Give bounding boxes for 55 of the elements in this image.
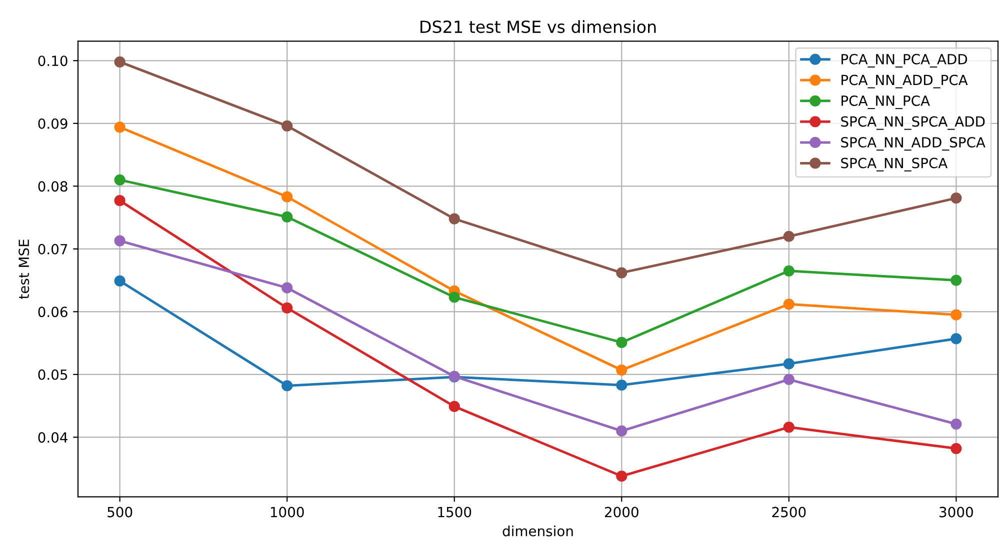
point bbox=[950, 192, 962, 204]
y-tick-label: 0.10 bbox=[38, 56, 68, 66]
x-tick-label: 1000 bbox=[270, 506, 304, 518]
point bbox=[282, 380, 293, 392]
point bbox=[282, 282, 293, 294]
legend-label: SPCA_NN_ADD_SPCA bbox=[841, 137, 986, 151]
point bbox=[282, 120, 293, 132]
point bbox=[783, 358, 794, 370]
point bbox=[616, 336, 628, 348]
x-tick-label: 500 bbox=[108, 506, 132, 518]
point bbox=[783, 298, 794, 310]
y-tick-label: 0.09 bbox=[38, 118, 68, 129]
point bbox=[783, 230, 794, 242]
x-tick-label: 3000 bbox=[940, 506, 973, 518]
legend-label: SPCA_NN_SPCA_ADD bbox=[841, 116, 985, 130]
x-tick-label: 2000 bbox=[604, 506, 638, 518]
point bbox=[114, 275, 126, 286]
point bbox=[783, 265, 794, 276]
y-tick-label: 0.07 bbox=[38, 244, 68, 254]
x-axis-title: dimension bbox=[502, 526, 573, 536]
legend-label: SPCA_NN_SPCA bbox=[841, 158, 948, 172]
point bbox=[114, 174, 126, 186]
point bbox=[114, 122, 126, 133]
point bbox=[616, 425, 628, 436]
chart-title: DS21 test MSE vs dimension bbox=[420, 20, 656, 34]
point bbox=[950, 309, 962, 320]
x-tick-label: 2500 bbox=[772, 506, 806, 518]
point bbox=[616, 267, 628, 278]
y-tick-label: 0.05 bbox=[38, 369, 68, 380]
legend-label: PCA_NN_ADD_PCA bbox=[842, 74, 968, 88]
point bbox=[783, 374, 794, 386]
point bbox=[448, 213, 460, 224]
point bbox=[114, 195, 126, 206]
point bbox=[950, 418, 962, 430]
y-axis-title: test MSE bbox=[18, 240, 30, 299]
point bbox=[114, 235, 126, 246]
legend-label: PCA_NN_PCA_ADD bbox=[842, 54, 968, 68]
point bbox=[282, 191, 293, 202]
point bbox=[950, 333, 962, 344]
point bbox=[783, 422, 794, 433]
point bbox=[950, 442, 962, 454]
point bbox=[950, 274, 962, 286]
point bbox=[114, 56, 126, 68]
point bbox=[616, 470, 628, 482]
y-tick-label: 0.04 bbox=[38, 432, 68, 443]
point bbox=[616, 364, 628, 376]
x-tick-label: 1500 bbox=[438, 506, 472, 518]
point bbox=[282, 302, 293, 314]
y-tick-label: 0.06 bbox=[38, 306, 68, 318]
point bbox=[448, 400, 460, 412]
legend-label: PCA_NN_PCA bbox=[842, 95, 930, 110]
point bbox=[616, 380, 628, 391]
point bbox=[282, 211, 293, 222]
point bbox=[448, 292, 460, 303]
y-tick-label: 0.08 bbox=[38, 181, 68, 192]
